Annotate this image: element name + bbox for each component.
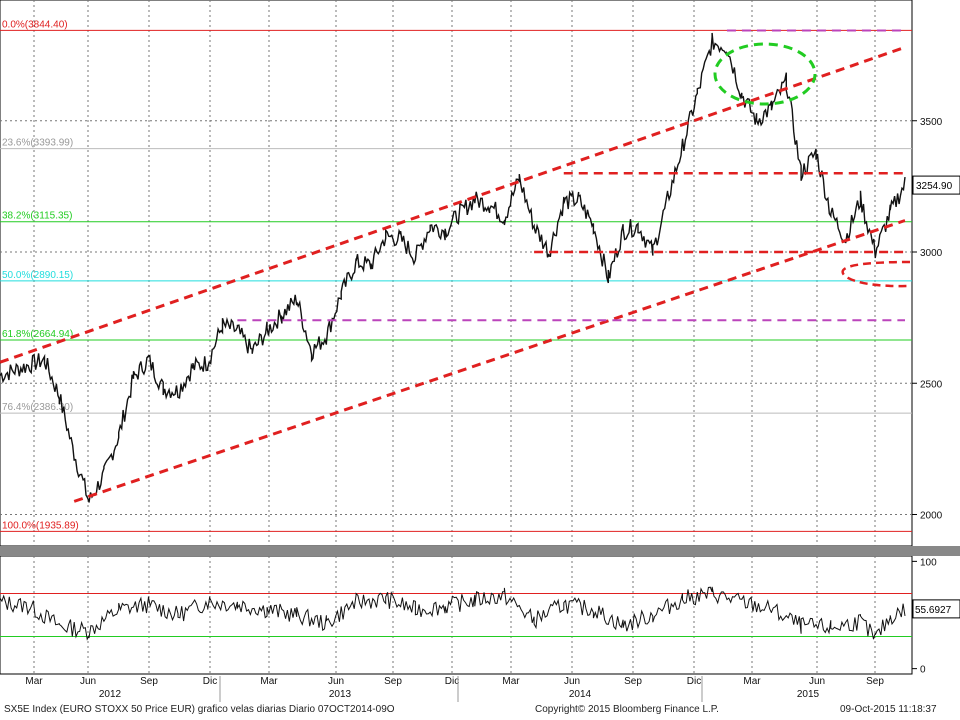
x-tick-label: Dic	[203, 676, 217, 687]
x-tick-label: Mar	[743, 676, 761, 687]
rsi-plot-area	[0, 555, 913, 675]
fib-label: 0.0%(3844.40)	[2, 19, 68, 30]
trend-annotations	[0, 29, 911, 503]
price-line	[0, 32, 906, 503]
y-tick-label: 2000	[920, 511, 943, 522]
x-year-label: 2012	[99, 689, 122, 700]
fibonacci-levels: 0.0%(3844.40) 23.6%(3393.99) 38.2%(3115.35…	[0, 19, 912, 532]
footer-copyright: Copyright© 2015 Bloomberg Finance L.P.	[535, 704, 719, 715]
last-value-label: 3254.90	[916, 181, 953, 192]
fib-label: 23.6%(3393.99)	[2, 138, 73, 149]
rsi-y-tick-label: 0	[920, 665, 926, 676]
x-tick-label: Mar	[260, 676, 278, 687]
main-plot-area	[0, 0, 913, 547]
x-tick-label: Sep	[384, 676, 402, 687]
x-tick-label: Jun	[809, 676, 825, 687]
rsi-last-value-box	[912, 599, 960, 619]
fib-label: 100.0%(1935.89)	[2, 520, 79, 531]
axes: Mar Jun Sep Dic Mar Jun Sep Dic Mar Jun Sep Dic Mar J…	[25, 117, 960, 702]
x-tick-label: Jun	[564, 676, 580, 687]
x-tick-label: Mar	[25, 676, 43, 687]
x-tick-label: Jun	[328, 676, 344, 687]
x-tick-label: Sep	[140, 676, 158, 687]
last-value-box	[912, 175, 960, 195]
rsi-last-value-label: 55.6927	[915, 605, 952, 616]
price-series	[0, 32, 906, 503]
footer-timestamp: 09-Oct-2015 11:18:37	[840, 704, 937, 715]
y-tick-label: 3000	[920, 248, 943, 259]
x-tick-label: Sep	[866, 676, 884, 687]
rsi-series	[0, 586, 912, 641]
rsi-line	[0, 586, 906, 641]
x-tick-label: Sep	[624, 676, 642, 687]
y-tick-label: 2500	[920, 379, 943, 390]
x-tick-label: Dic	[687, 676, 701, 687]
fib-label: 50.0%(2890.15)	[2, 270, 73, 281]
fib-label: 76.4%(2386.30)	[2, 402, 73, 413]
x-year-label: 2013	[329, 689, 352, 700]
channel-lower-trendline	[73, 219, 906, 503]
fib-label: 38.2%(3115.35)	[2, 211, 72, 222]
x-tick-label: Jun	[80, 676, 96, 687]
channel-upper-trendline	[0, 45, 906, 364]
panel-separator	[0, 546, 960, 556]
x-year-label: 2015	[797, 689, 820, 700]
x-tick-label: Mar	[502, 676, 520, 687]
footer-source: SX5E Index (EURO STOXX 50 Price EUR) gra…	[4, 704, 395, 715]
x-tick-label: Dic	[445, 676, 459, 687]
fib-label: 61.8%(2664.94)	[2, 329, 73, 340]
peak-ellipse	[713, 42, 817, 106]
rsi-y-tick-label: 100	[920, 557, 937, 568]
y-tick-label: 3500	[920, 117, 943, 128]
x-year-label: 2014	[569, 689, 592, 700]
